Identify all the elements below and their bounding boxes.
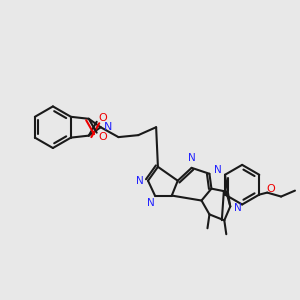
Text: O: O [267, 184, 276, 194]
Text: N: N [214, 165, 222, 175]
Text: O: O [98, 113, 107, 123]
Text: N: N [147, 199, 155, 208]
Text: O: O [98, 132, 107, 142]
Text: N: N [234, 203, 242, 214]
Text: N: N [136, 176, 144, 186]
Text: N: N [103, 122, 112, 132]
Text: N: N [188, 153, 196, 163]
